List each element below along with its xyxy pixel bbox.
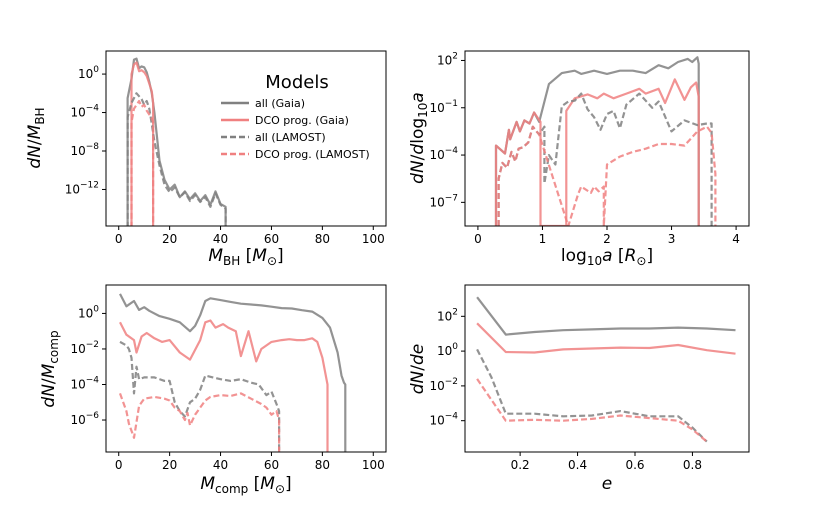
ecc-ytick-label: 10−2 <box>429 377 458 393</box>
mbh-series-dco-prog-lamost <box>130 99 155 226</box>
loga-series-dco-prog-gaia <box>494 78 700 226</box>
mbh-xtick-label: 20 <box>162 232 177 246</box>
legend-label-all-gaia: all (Gaia) <box>255 97 305 110</box>
ecc-xtick-label: 0.4 <box>568 458 587 472</box>
ecc-xtick-label: 0.6 <box>625 458 644 472</box>
mcomp-series-dco-prog-lamost <box>118 392 281 452</box>
mcomp-xtick-label: 100 <box>362 458 385 472</box>
loga-ticks: 0 1 2 3 4 102 10−1 10−4 10−7 <box>429 51 739 246</box>
panel-loga: 0 1 2 3 4 102 10−1 10−4 10−7 log10a [R⊙] dN/dlog… <box>408 50 750 268</box>
legend-title: Models <box>265 72 328 93</box>
loga-ylabel: dN/dlog10a <box>408 92 430 184</box>
mbh-series-dco-prog-gaia <box>130 61 155 226</box>
mcomp-xlabel: Mcomp [M⊙] <box>200 474 291 496</box>
mcomp-xtick-label: 20 <box>162 458 177 472</box>
ecc-ytick-label: 100 <box>437 342 458 358</box>
mbh-lines <box>126 57 227 226</box>
mcomp-ytick-label: 100 <box>78 304 99 320</box>
loga-ytick-label: 10−7 <box>429 193 458 209</box>
mcomp-xtick-label: 0 <box>115 458 123 472</box>
loga-ytick-label: 10−1 <box>429 99 458 115</box>
loga-xtick-label: 0 <box>474 232 482 246</box>
mbh-ytick-label: 10−12 <box>65 180 99 196</box>
mcomp-ytick-label: 10−6 <box>70 411 99 427</box>
mcomp-axes-frame <box>105 284 387 453</box>
loga-series-all-gaia <box>494 56 700 226</box>
mbh-xtick-label: 0 <box>115 232 123 246</box>
loga-xtick-label: 3 <box>668 232 676 246</box>
legend: Models all (Gaia) DCO prog. (Gaia) all (… <box>221 72 370 161</box>
panel-mbh: 0 20 40 60 80 100 100 10−4 10−8 10−12 MBH [M⊙] dN… <box>25 50 387 268</box>
legend-label-all-lamost: all (LAMOST) <box>255 131 326 144</box>
loga-xtick-label: 1 <box>539 232 547 246</box>
ecc-series-all-gaia <box>476 296 736 336</box>
ecc-series-dco-prog-lamost <box>476 378 708 443</box>
mcomp-series-dco-prog-gaia <box>119 319 329 452</box>
ecc-series-all-lamost <box>476 348 708 443</box>
panel-ecc: 0.2 0.4 0.6 0.8 102 100 10−2 10−4 e dN/de <box>408 284 750 494</box>
ecc-axes-frame <box>464 284 750 453</box>
ecc-xtick-label: 0.8 <box>683 458 702 472</box>
ecc-xtick-label: 0.2 <box>511 458 530 472</box>
legend-label-dco-gaia: DCO prog. (Gaia) <box>255 114 349 127</box>
mcomp-series-all-lamost <box>119 340 281 452</box>
ecc-lines <box>476 296 736 443</box>
loga-xtick-label: 4 <box>732 232 740 246</box>
loga-axes-frame <box>464 50 750 227</box>
panel-mcomp: 0 20 40 60 80 100 100 10−2 10−4 10−6 Mcomp [M⊙] d… <box>39 284 387 496</box>
mcomp-ticks: 0 20 40 60 80 100 100 10−2 10−4 10−6 <box>70 304 384 472</box>
mbh-xtick-label: 60 <box>264 232 279 246</box>
ecc-ylabel: dN/de <box>408 344 428 395</box>
loga-lines <box>494 56 717 226</box>
mbh-ytick-label: 10−4 <box>70 104 99 120</box>
mcomp-xtick-label: 80 <box>315 458 330 472</box>
ecc-ytick-label: 10−4 <box>429 412 458 428</box>
mbh-ticks: 0 20 40 60 80 100 100 10−4 10−8 10−12 <box>65 65 385 246</box>
mbh-xtick-label: 80 <box>315 232 330 246</box>
mbh-series-all-gaia <box>126 57 227 226</box>
loga-ytick-label: 10−4 <box>429 146 458 162</box>
loga-series-all-lamost <box>497 92 713 226</box>
mbh-axes-frame <box>105 50 387 227</box>
mcomp-ytick-label: 10−4 <box>70 375 99 391</box>
mcomp-xtick-label: 40 <box>213 458 228 472</box>
mcomp-series-all-gaia <box>119 293 347 452</box>
legend-label-dco-lamost: DCO prog. (LAMOST) <box>255 148 370 161</box>
ecc-ticks: 0.2 0.4 0.6 0.8 102 100 10−2 10−4 <box>429 307 702 472</box>
loga-xtick-label: 2 <box>603 232 611 246</box>
mbh-ytick-label: 10−8 <box>70 142 99 158</box>
mcomp-lines <box>118 293 347 452</box>
ecc-series-dco-prog-gaia <box>476 322 736 355</box>
ecc-xlabel: e <box>602 474 612 494</box>
loga-xlabel: log10a [R⊙] <box>561 246 653 268</box>
mcomp-ylabel: dN/Mcomp <box>39 330 61 407</box>
ecc-ytick-label: 102 <box>437 307 458 323</box>
mbh-ylabel: dN/MBH <box>25 107 47 168</box>
mcomp-xtick-label: 60 <box>264 458 279 472</box>
mcomp-ytick-label: 10−2 <box>70 340 99 356</box>
mbh-series-all-lamost <box>126 92 227 226</box>
mbh-xtick-label: 40 <box>213 232 228 246</box>
loga-ytick-label: 102 <box>437 51 458 67</box>
mbh-ytick-label: 100 <box>78 65 99 81</box>
mbh-xtick-label: 100 <box>362 232 385 246</box>
mbh-xlabel: MBH [M⊙] <box>208 246 283 268</box>
loga-series-dco-prog-lamost <box>497 125 717 226</box>
